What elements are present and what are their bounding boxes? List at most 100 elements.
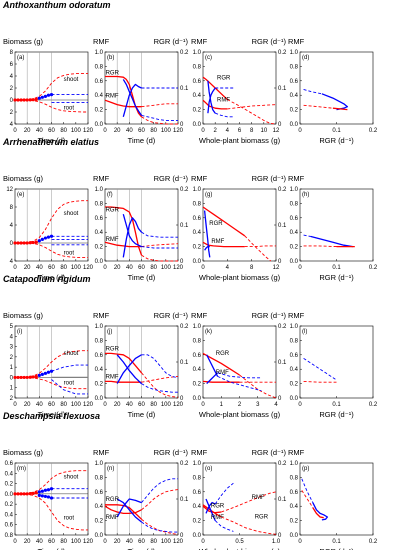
panel-label: (h) [302,192,309,198]
y-tick-label: 6 [10,62,14,68]
x-tick-label: 0.2 [369,265,378,271]
series-line-0 [202,76,228,100]
data-point [16,98,20,102]
y-tick-label: 0.6 [290,490,299,496]
y2-axis-label: RGR (d⁻¹) [154,37,189,46]
y-tick-label: 0.4 [290,367,299,373]
y-tick-label: 1.0 [95,187,104,193]
y2-tick-label: 0.1 [180,86,189,92]
panel-f: RMF RGR (d⁻¹) Time (d) (f) 0 20 40 60 80 100 120 0.… [93,174,189,282]
y-tick-label: 0.2 [5,502,14,508]
x-tick-label: 20 [24,128,31,134]
x-tick-label: 40 [126,539,133,545]
x-axis-label: Whole-plant biomass (g) [199,547,281,550]
panel-label: (a) [17,55,24,61]
series-line-4 [205,501,216,514]
x-tick-label: 60 [48,128,55,134]
x-tick-label: 0 [13,128,17,134]
panel-a: Biomass (g)Time (d)(a)0 20 40 60 80 100 120864… [3,37,94,145]
x-tick-label: 0 [201,265,205,271]
plot-frame [202,325,277,399]
panel-e: Biomass (g)Time (d)(e)0 20 40 60 80 100 120128… [3,174,94,282]
x-tick-label: 20 [114,539,121,545]
panel-j: RMF RGR (d⁻¹) Time (d) (j) 0 20 40 60 80 100 120 0.… [93,311,189,419]
data-point [31,375,35,379]
data-point [31,98,35,102]
series-line-1 [244,235,272,262]
series-line-6 [116,498,142,523]
data-point [25,241,29,245]
y2-axis-label: RGR (d⁻¹) [252,37,287,46]
y-tick-label: 3 [10,345,14,351]
data-point [34,491,38,495]
annotation-label: RGR [216,351,230,357]
data-point [49,234,54,238]
data-point [28,375,32,379]
x-tick-label: 60 [138,402,145,408]
series-line-2 [202,99,228,110]
x-tick-label: 80 [150,265,157,271]
plot-frame [299,188,374,262]
panel-d: RMF RGR (d⁻¹) (d) 0 0.1 0.2 0.0 0.2 0.4 0.6 0.8 1.0 [288,37,378,145]
data-point [46,495,51,499]
y-tick-label: 0.0 [5,492,14,498]
y-tick-label: 0.0 [95,533,104,539]
data-point [13,98,17,102]
y-tick-label: 0.4 [193,230,202,236]
series-line-3 [51,379,88,395]
y-tick-label: 0.8 [95,475,104,481]
annotation-label: shoot [64,211,79,217]
panel-label: (p) [302,466,309,472]
y-tick-label: 0.2 [193,382,202,388]
y-tick-label: 4 [10,74,14,80]
y-axis-label: RMF [93,448,110,457]
y-tick-label: 0.2 [95,519,104,525]
y-tick-label: 0.4 [95,504,104,510]
x-tick-label: 100 [71,265,82,271]
y-tick-label: 1 [10,386,14,392]
x-tick-label: 20 [114,402,121,408]
series-line-0 [303,88,322,95]
annotation-label: RGR [106,497,120,503]
plot-frame [299,325,374,399]
y-tick-label: 0 [10,241,14,247]
species-title: Anthoxanthum odoratum [2,0,111,10]
data-point [34,240,38,244]
x-axis-label: Time (d) [38,410,66,419]
series-line-4 [206,354,219,377]
y-tick-label: 0.0 [193,533,202,539]
y-tick-label: 1.0 [95,461,104,467]
x-tick-label: 2 [238,402,242,408]
x-tick-label: 0.2 [369,539,378,545]
series-line-6 [122,214,142,248]
y2-tick-label: 0 [278,396,282,402]
data-point [22,98,26,102]
y-tick-label: 0.4 [5,512,14,518]
y2-tick-label: 0 [180,396,184,402]
x-tick-label: 8 [250,128,254,134]
annotation-label: RGR [255,514,269,520]
y-tick-label: 0.0 [193,396,202,402]
y-tick-label: 1.0 [290,324,299,330]
x-tick-label: 40 [126,265,133,271]
data-point [31,491,35,495]
y-tick-label: 0.6 [95,79,104,85]
x-tick-label: 1 [220,402,224,408]
y-axis-label: RMF [93,174,110,183]
x-tick-label: 60 [48,402,55,408]
data-point [37,490,41,494]
x-tick-label: 3 [256,402,260,408]
data-point [28,492,32,496]
panel-b: RMF RGR (d⁻¹) Time (d) (b) 0 20 40 60 80 100 120 0.… [93,37,189,145]
y-tick-label: 0.0 [95,396,104,402]
panel-c: RMF RGR (d⁻¹) Whole-plant biomass (g) (c) 0 2… [191,37,287,145]
annotation-label: RMF [217,98,230,104]
y-tick-label: 0.2 [193,108,202,114]
series-line-2 [104,505,142,515]
panel-label: (f) [107,192,113,198]
y-tick-label: 8 [10,50,14,56]
series-line-3 [141,103,178,108]
y-tick-label: 0.6 [193,79,202,85]
